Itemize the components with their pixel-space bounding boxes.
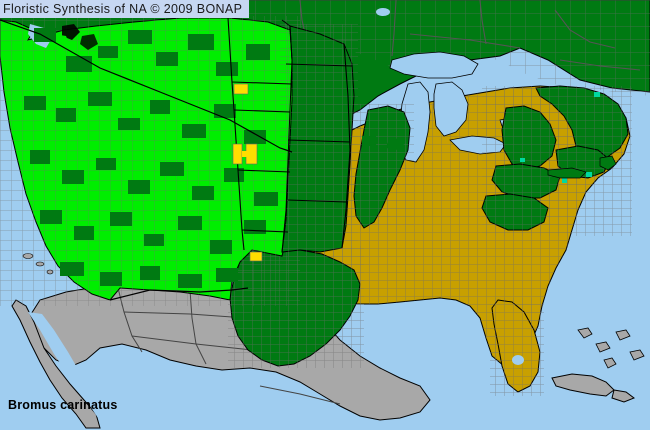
rare-county-nm <box>249 251 263 262</box>
patch-extirpated <box>594 92 600 97</box>
region-cuba <box>551 373 615 397</box>
rare-county-ne-1 <box>232 143 243 165</box>
patch-extirpated <box>586 172 592 177</box>
rare-county-sd <box>233 83 249 95</box>
lake-huron <box>433 81 469 137</box>
long-island <box>547 167 587 179</box>
channel-islands <box>22 253 54 275</box>
lake-superior <box>389 51 479 79</box>
lake-okeechobee <box>512 355 524 365</box>
map-title: Floristic Synthesis of NA © 2009 BONAP <box>3 2 243 16</box>
region-upper-midwest <box>352 104 414 230</box>
rare-county-ne-link <box>242 151 247 157</box>
cape-cod <box>599 155 617 171</box>
patch-extirpated <box>520 158 525 162</box>
region-great-plains <box>280 19 358 256</box>
patch-extirpated <box>562 178 567 183</box>
region-bahamas <box>577 327 645 369</box>
west-dark-green-counties <box>24 28 278 288</box>
rare-counties <box>232 83 263 262</box>
national-borders <box>0 19 293 301</box>
subregion-florida <box>490 298 544 396</box>
rare-county-ne-2 <box>245 143 258 165</box>
species-name-label: Bromus carinatus <box>8 398 118 412</box>
map-title-band: Floristic Synthesis of NA © 2009 BONAP <box>0 0 249 18</box>
